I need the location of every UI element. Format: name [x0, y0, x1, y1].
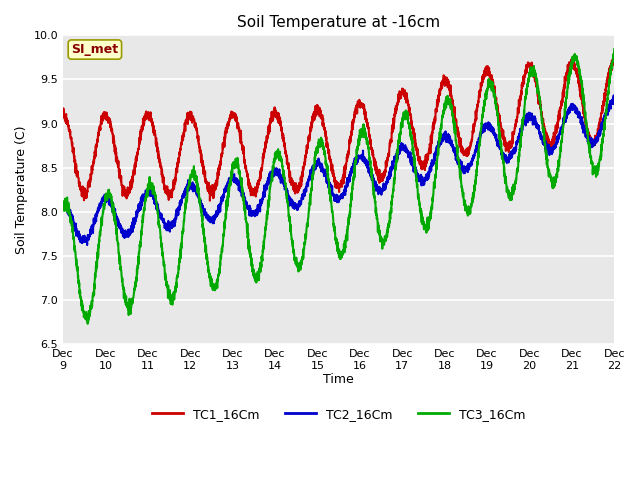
TC1_16Cm: [122, 190, 130, 196]
TC2_16Cm: [271, 171, 278, 177]
TC2_16Cm: [294, 203, 302, 209]
TC3_16Cm: [122, 293, 130, 299]
Line: TC1_16Cm: TC1_16Cm: [63, 58, 614, 201]
TC3_16Cm: [84, 321, 92, 327]
TC2_16Cm: [83, 242, 91, 248]
TC3_16Cm: [271, 158, 278, 164]
TC3_16Cm: [294, 269, 302, 275]
Y-axis label: Soil Temperature (C): Soil Temperature (C): [15, 125, 28, 254]
TC2_16Cm: [611, 96, 618, 102]
Line: TC3_16Cm: TC3_16Cm: [63, 49, 614, 324]
TC1_16Cm: [610, 55, 618, 61]
TC1_16Cm: [155, 152, 163, 157]
TC1_16Cm: [60, 111, 67, 117]
Title: Soil Temperature at -16cm: Soil Temperature at -16cm: [237, 15, 440, 30]
X-axis label: Time: Time: [323, 373, 354, 386]
TC3_16Cm: [611, 46, 618, 52]
TC3_16Cm: [540, 131, 548, 137]
TC2_16Cm: [600, 115, 607, 121]
TC1_16Cm: [540, 123, 548, 129]
TC1_16Cm: [611, 59, 618, 64]
Legend: TC1_16Cm, TC2_16Cm, TC3_16Cm: TC1_16Cm, TC2_16Cm, TC3_16Cm: [147, 403, 531, 426]
TC1_16Cm: [206, 198, 214, 204]
TC2_16Cm: [60, 204, 67, 209]
TC3_16Cm: [155, 218, 163, 224]
TC1_16Cm: [600, 100, 607, 106]
Line: TC2_16Cm: TC2_16Cm: [63, 96, 614, 245]
TC3_16Cm: [600, 133, 607, 139]
TC2_16Cm: [540, 142, 548, 147]
TC2_16Cm: [155, 208, 163, 214]
TC2_16Cm: [122, 233, 130, 239]
TC3_16Cm: [60, 206, 67, 212]
TC2_16Cm: [610, 93, 618, 98]
Text: SI_met: SI_met: [71, 43, 118, 56]
TC1_16Cm: [271, 105, 278, 110]
TC1_16Cm: [294, 188, 302, 193]
